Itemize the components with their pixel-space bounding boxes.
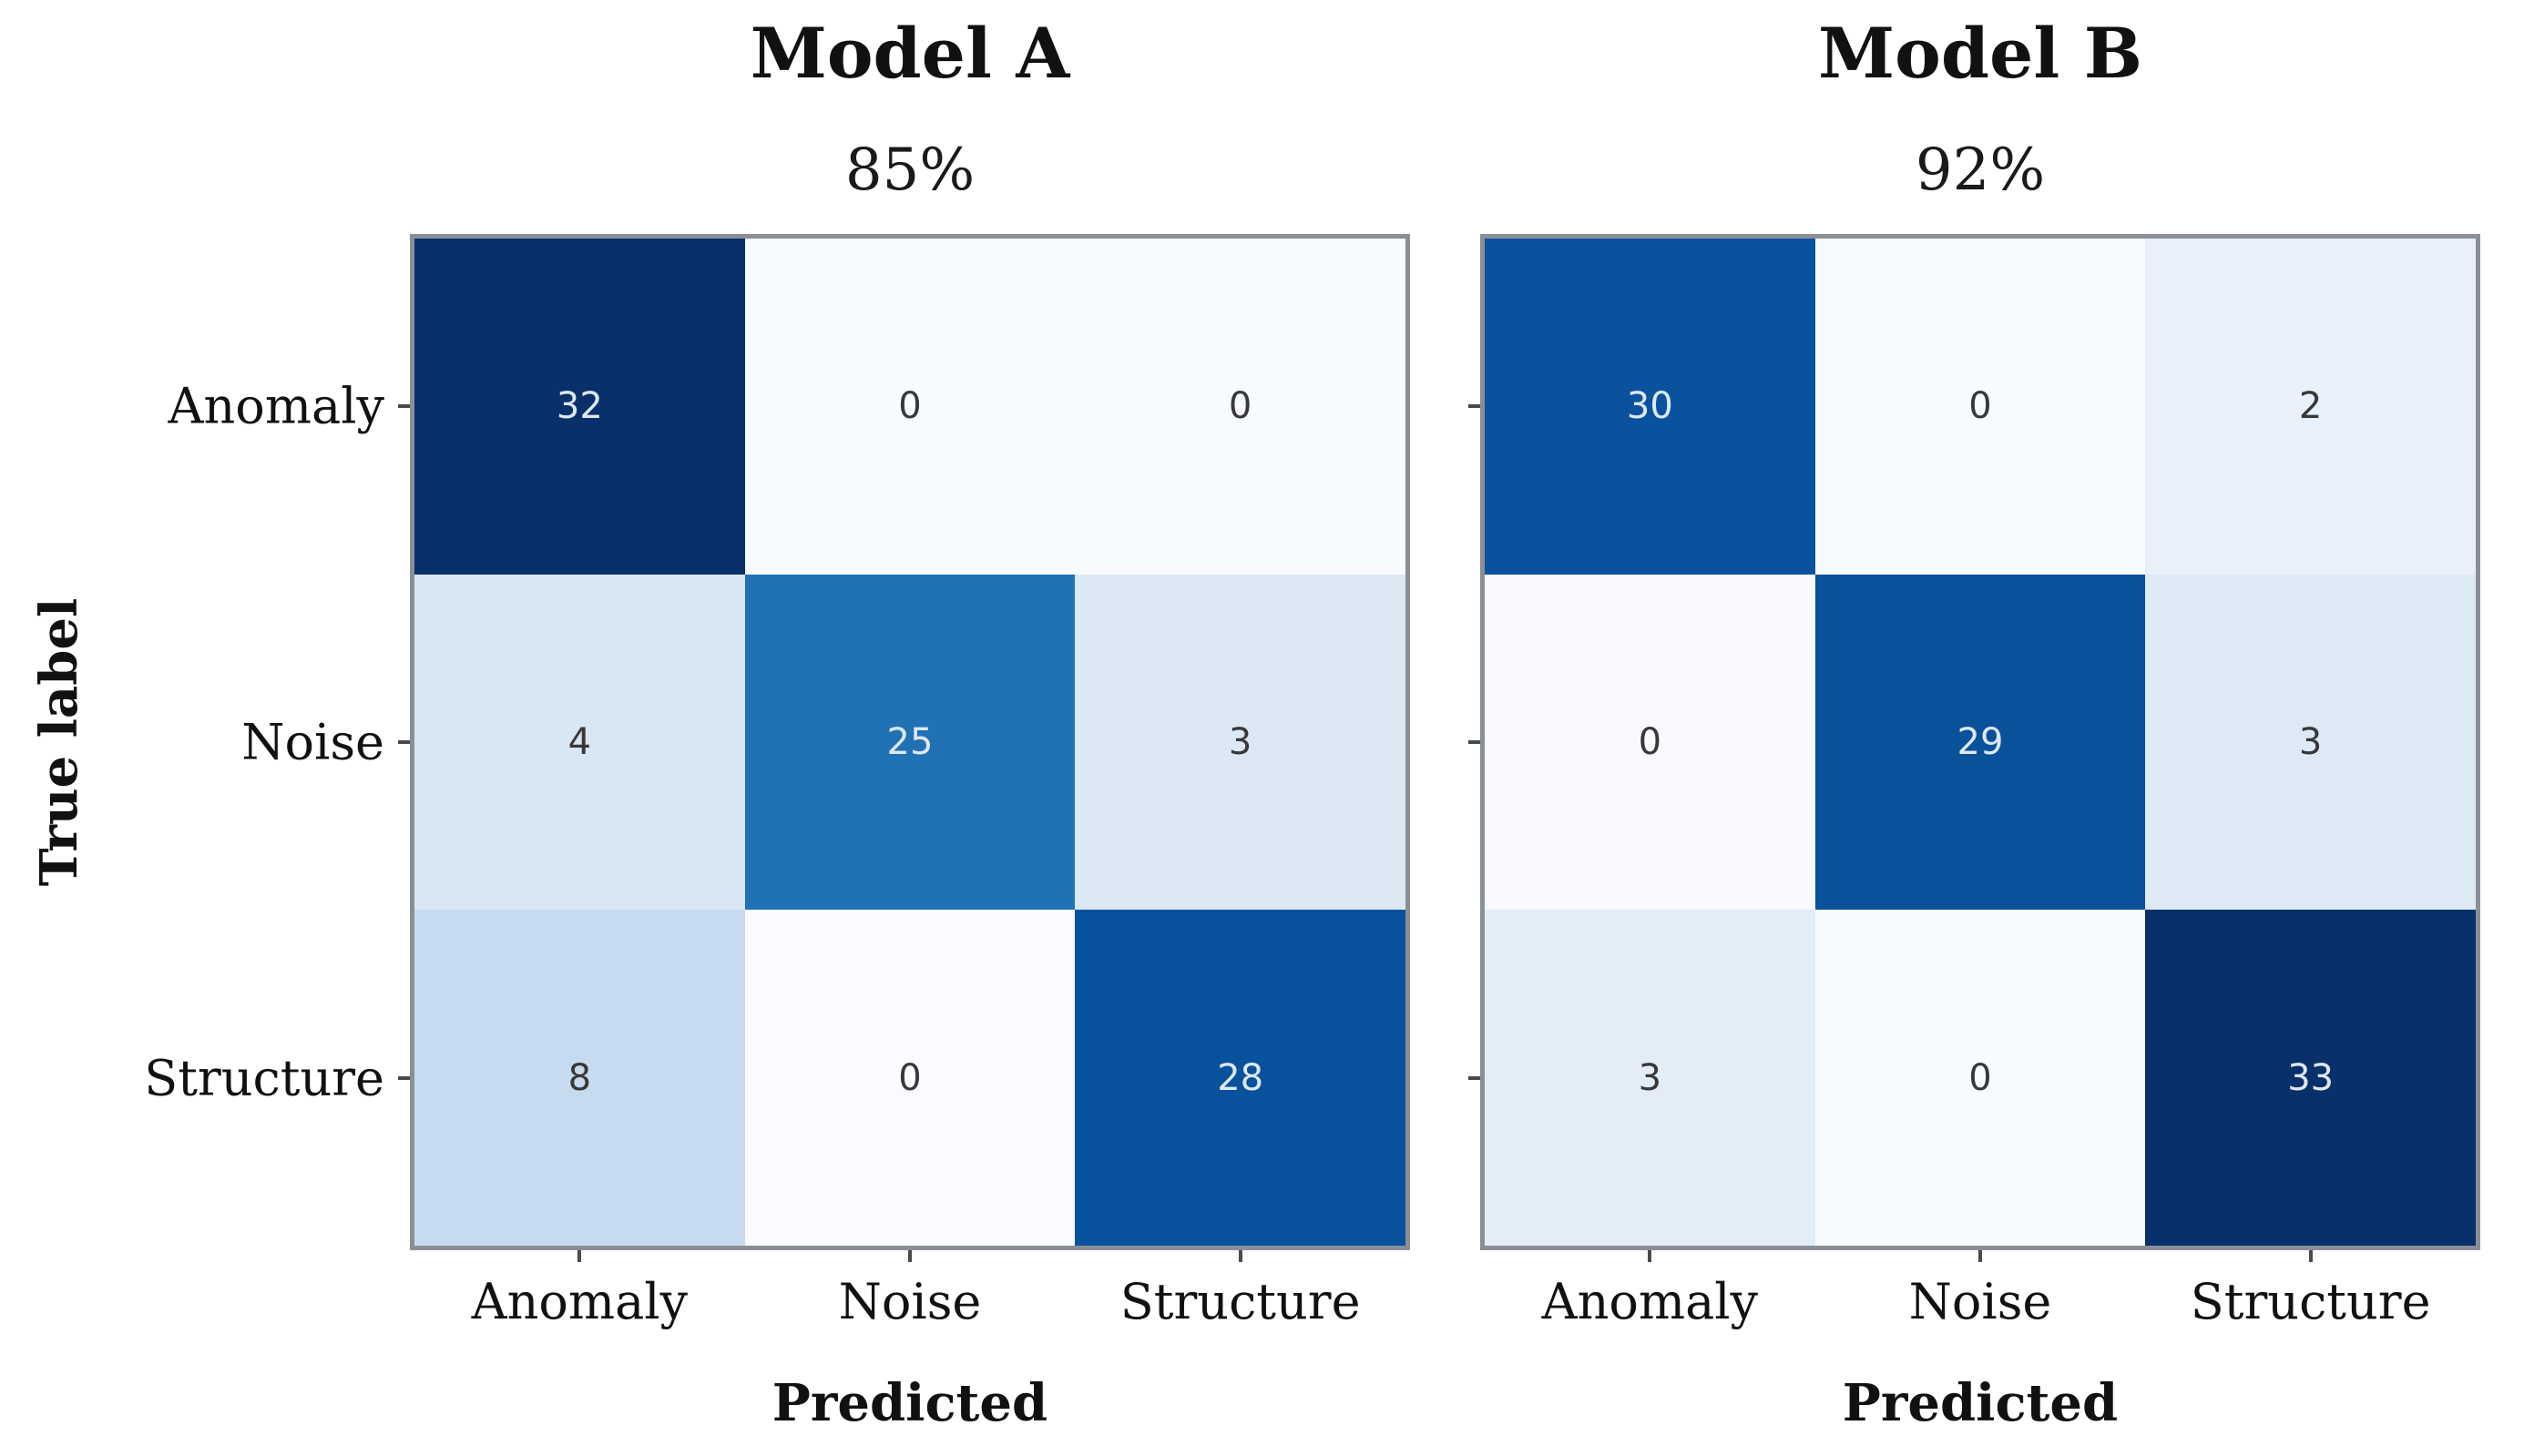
matrix-cell-anomaly-structure: 0 xyxy=(1075,239,1405,575)
matrix-cell-anomaly-noise: 0 xyxy=(1814,239,2146,575)
matrix-cell-noise-structure: 3 xyxy=(1075,574,1405,911)
matrix-cell-anomaly-anomaly: 30 xyxy=(1485,239,1815,575)
x-tick-label: Noise xyxy=(1908,1273,2052,1330)
matrix-cell-structure-structure: 28 xyxy=(1075,910,1405,1246)
panel-a-title: Model A xyxy=(750,13,1070,94)
x-axis-tick xyxy=(2308,1250,2313,1262)
y-tick-label: Noise xyxy=(241,713,384,771)
x-tick-label: Structure xyxy=(1119,1273,1361,1330)
matrix-cell-noise-anomaly: 0 xyxy=(1485,574,1815,911)
matrix-cell-anomaly-anomaly: 32 xyxy=(414,239,745,575)
matrix-cell-structure-structure: 33 xyxy=(2145,910,2476,1246)
matrix-cell-noise-noise: 29 xyxy=(1814,574,2146,911)
panel-a-heatmap-grid: 32 0 0 4 25 3 8 0 28 xyxy=(414,239,1405,1246)
y-axis-label: True label xyxy=(29,597,89,887)
matrix-cell-noise-noise: 25 xyxy=(744,574,1076,911)
panel-b-title: Model B xyxy=(1818,13,2142,94)
y-axis-tick xyxy=(1468,1075,1480,1080)
panel-b-heatmap: 30 0 2 0 29 3 3 0 33 xyxy=(1480,234,2480,1250)
y-axis-tick xyxy=(398,740,410,744)
matrix-cell-noise-structure: 3 xyxy=(2145,574,2476,911)
x-axis-tick xyxy=(1978,1250,1982,1262)
panel-a-x-tick-labels: Anomaly Noise Structure xyxy=(414,1273,1405,1330)
x-axis-tick xyxy=(577,1250,582,1262)
x-tick-label: Anomaly xyxy=(1541,1273,1759,1330)
x-tick-label: Anomaly xyxy=(471,1273,689,1330)
y-tick-label: Anomaly xyxy=(168,377,384,435)
matrix-cell-structure-anomaly: 3 xyxy=(1485,910,1815,1246)
x-axis-tick xyxy=(1238,1250,1242,1262)
matrix-cell-anomaly-noise: 0 xyxy=(744,239,1076,575)
y-axis-tick xyxy=(398,1075,410,1080)
panel-a-accuracy-subtitle: 85% xyxy=(844,137,976,204)
y-axis-tick xyxy=(398,404,410,409)
y-tick-label: Structure xyxy=(144,1049,384,1107)
panel-b-accuracy-subtitle: 92% xyxy=(1915,137,2046,204)
y-axis-tick xyxy=(1468,404,1480,409)
x-tick-label: Noise xyxy=(838,1273,982,1330)
matrix-cell-structure-anomaly: 8 xyxy=(414,910,745,1246)
matrix-cell-structure-noise: 0 xyxy=(744,910,1076,1246)
x-axis-tick xyxy=(1648,1250,1652,1262)
matrix-cell-anomaly-structure: 2 xyxy=(2145,239,2476,575)
panel-b-x-tick-labels: Anomaly Noise Structure xyxy=(1485,1273,2476,1330)
x-tick-label: Structure xyxy=(2190,1273,2431,1330)
x-axis-tick xyxy=(908,1250,912,1262)
matrix-cell-noise-anomaly: 4 xyxy=(414,574,745,911)
panel-a-x-axis-label: Predicted xyxy=(772,1373,1048,1433)
panel-a-heatmap: 32 0 0 4 25 3 8 0 28 xyxy=(410,234,1410,1250)
panel-b-x-axis-label: Predicted xyxy=(1842,1373,2119,1433)
matrix-cell-structure-noise: 0 xyxy=(1814,910,2146,1246)
y-axis-tick xyxy=(1468,740,1480,744)
panel-b-heatmap-grid: 30 0 2 0 29 3 3 0 33 xyxy=(1485,239,2476,1246)
